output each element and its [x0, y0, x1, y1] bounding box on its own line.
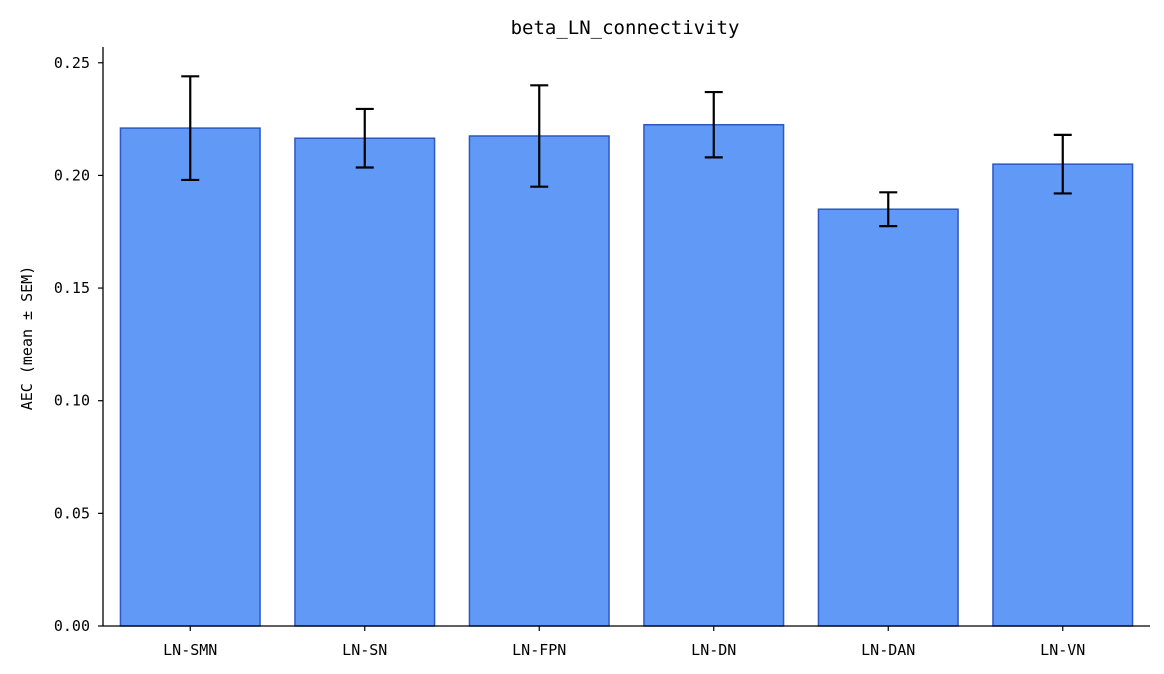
x-tick-label: LN-FPN [512, 641, 566, 659]
y-tick-label: 0.20 [54, 166, 90, 184]
y-tick-label: 0.10 [54, 392, 90, 410]
x-tick-label: LN-SMN [163, 641, 217, 659]
x-tick-label: LN-SN [342, 641, 387, 659]
x-tick-label: LN-DN [691, 641, 736, 659]
y-axis-label: AEC (mean ± SEM) [18, 266, 36, 411]
bars-group [119, 123, 1134, 627]
y-tick-label: 0.15 [54, 279, 90, 297]
bar-ln-vn [992, 163, 1134, 627]
y-ticks-group: 0.00 0.05 0.10 0.15 0.20 0.25 [54, 54, 103, 635]
y-tick-label: 0.25 [54, 54, 90, 72]
bar-ln-fpn [468, 135, 610, 627]
y-tick-label: 0.05 [54, 504, 90, 522]
chart-title: beta_LN_connectivity [511, 17, 740, 39]
bar-ln-dan [817, 208, 959, 627]
bar-ln-smn [119, 127, 261, 627]
x-tick-label: LN-VN [1040, 641, 1085, 659]
y-tick-label: 0.00 [54, 617, 90, 635]
error-bars-group [181, 75, 1072, 228]
bar-ln-sn [294, 137, 436, 627]
x-ticks-group: LN-SMN LN-SN LN-FPN LN-DN LN-DAN LN-VN [163, 626, 1085, 659]
bar-ln-dn [643, 123, 785, 627]
x-tick-label: LN-DAN [861, 641, 915, 659]
